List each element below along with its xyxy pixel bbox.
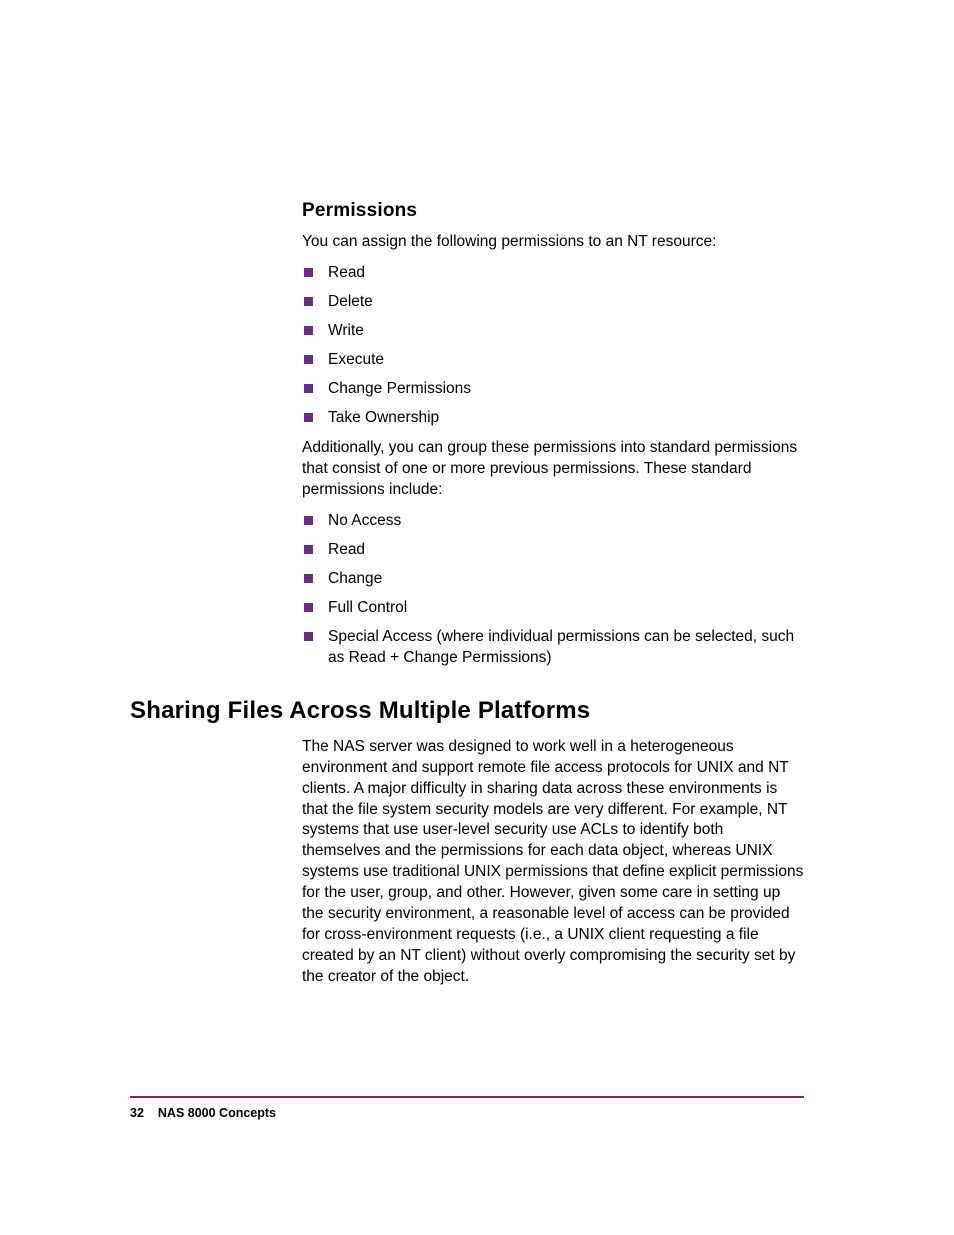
list-item: Read (302, 540, 804, 561)
footer-rule (130, 1096, 804, 1098)
sharing-heading: Sharing Files Across Multiple Platforms (130, 697, 804, 725)
permissions-section: Permissions You can assign the following… (302, 200, 804, 669)
page-number: 32 (130, 1106, 144, 1120)
list-item: Take Ownership (302, 408, 804, 429)
sharing-body: The NAS server was designed to work well… (302, 737, 804, 988)
list-item: Full Control (302, 598, 804, 619)
page: Permissions You can assign the following… (0, 0, 954, 1235)
list-item: Special Access (where individual permiss… (302, 627, 804, 669)
footer-text: 32 NAS 8000 Concepts (130, 1106, 804, 1120)
list-item: Change (302, 569, 804, 590)
list-item: Write (302, 321, 804, 342)
list-item: Change Permissions (302, 379, 804, 400)
doc-title: NAS 8000 Concepts (158, 1106, 276, 1120)
list-item: No Access (302, 511, 804, 532)
list-item: Read (302, 263, 804, 284)
list-item: Execute (302, 350, 804, 371)
permissions-heading: Permissions (302, 200, 804, 222)
list-item: Delete (302, 292, 804, 313)
sharing-section: The NAS server was designed to work well… (302, 737, 804, 988)
permissions-list-1: Read Delete Write Execute Change Permiss… (302, 263, 804, 429)
permissions-list-2: No Access Read Change Full Control Speci… (302, 511, 804, 669)
page-footer: 32 NAS 8000 Concepts (130, 1096, 804, 1120)
permissions-para2: Additionally, you can group these permis… (302, 438, 804, 501)
permissions-intro: You can assign the following permissions… (302, 232, 804, 253)
